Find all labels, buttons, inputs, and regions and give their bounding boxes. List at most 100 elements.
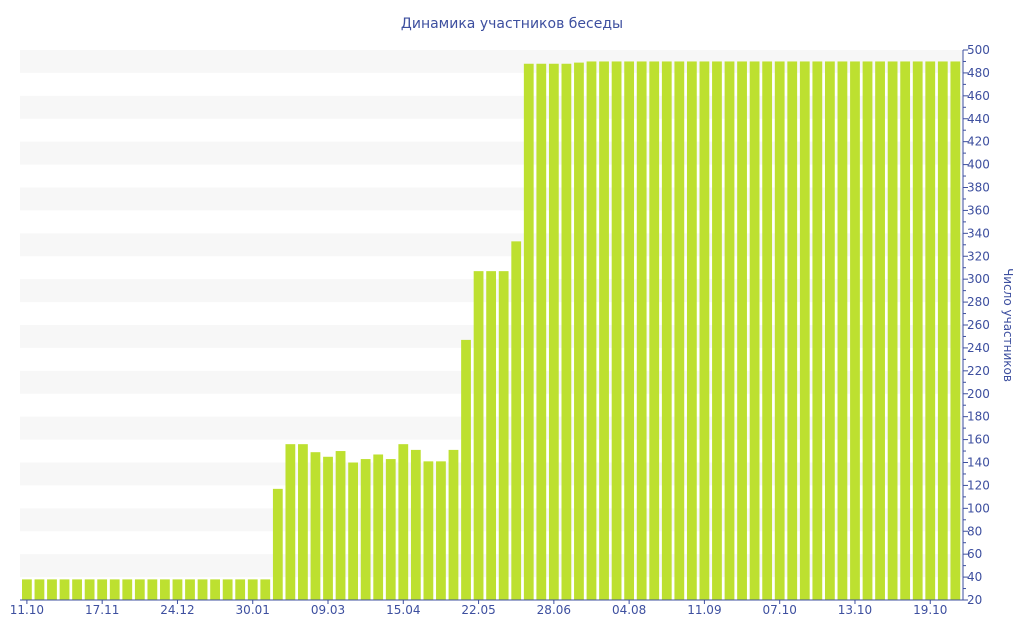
- y-tick-label: 500: [967, 43, 990, 57]
- bar: [298, 444, 308, 600]
- bar: [561, 63, 572, 600]
- y-tick-label: 100: [967, 501, 990, 515]
- bar: [724, 61, 735, 601]
- bar: [410, 449, 421, 600]
- y-tick-label: 220: [967, 364, 990, 378]
- x-tick-label: 19.10: [913, 603, 947, 617]
- y-tick-label: 60: [967, 547, 982, 561]
- bar: [235, 579, 246, 600]
- y-tick-label: 200: [967, 387, 990, 401]
- bar: [160, 579, 170, 600]
- bar: [536, 63, 547, 600]
- bar: [260, 579, 271, 600]
- y-tick-label: 340: [967, 226, 990, 240]
- bar: [686, 61, 697, 601]
- bar: [912, 61, 923, 601]
- bar: [574, 62, 584, 600]
- bar: [285, 444, 296, 600]
- bar: [900, 61, 911, 601]
- y-tick-label: 40: [967, 570, 982, 584]
- bar: [824, 61, 835, 601]
- y-tick-label: 460: [967, 89, 990, 103]
- bar: [373, 454, 384, 600]
- bar: [511, 241, 522, 600]
- y-tick-label: 140: [967, 456, 990, 470]
- bar: [712, 61, 722, 601]
- bar: [134, 579, 145, 600]
- bar: [97, 579, 108, 600]
- bar: [749, 61, 760, 601]
- bar: [837, 61, 848, 601]
- y-tick-label: 160: [967, 433, 990, 447]
- x-tick-label: 30.01: [236, 603, 270, 617]
- bar: [737, 61, 747, 601]
- x-tick-label: 22.05: [461, 603, 495, 617]
- bar: [222, 579, 233, 600]
- bar: [486, 271, 497, 600]
- bar: [548, 63, 559, 600]
- bar: [84, 579, 95, 600]
- y-tick-label: 300: [967, 272, 990, 286]
- x-tick-label: 15.04: [386, 603, 420, 617]
- bar: [473, 271, 484, 600]
- chart-title: Динамика участников беседы: [401, 16, 623, 32]
- bar: [862, 61, 873, 601]
- y-tick-label: 360: [967, 203, 990, 217]
- bar: [850, 61, 860, 601]
- y-tick-label: 120: [967, 478, 990, 492]
- x-tick-label: 11.10: [10, 603, 44, 617]
- bar: [950, 61, 961, 601]
- bar: [624, 61, 635, 601]
- bars: [22, 61, 961, 601]
- x-tick-label: 17.11: [85, 603, 119, 617]
- bar: [185, 579, 195, 600]
- bar: [611, 61, 622, 601]
- bar: [272, 488, 283, 600]
- y-tick-label: 420: [967, 135, 990, 149]
- bar: [937, 61, 948, 601]
- x-axis: 11.10 17.11 24.12 30.01 09.03 15.04 22.05 28.06…: [10, 599, 963, 617]
- bar: [586, 61, 597, 601]
- bar: [22, 579, 32, 600]
- bar: [423, 461, 434, 600]
- y-tick-label: 240: [967, 341, 990, 355]
- y-tick-label: 20: [967, 593, 982, 607]
- bar: [661, 61, 672, 601]
- bar: [147, 579, 158, 600]
- x-tick-label: 28.06: [537, 603, 571, 617]
- bar: [47, 579, 57, 600]
- bar: [335, 451, 346, 600]
- bar: [210, 579, 220, 600]
- bar: [310, 452, 321, 600]
- y-tick-label: 320: [967, 249, 990, 263]
- bar: [109, 579, 120, 600]
- bar: [72, 579, 82, 600]
- bar: [247, 579, 258, 600]
- x-tick-label: 11.09: [687, 603, 721, 617]
- bar: [197, 579, 208, 600]
- y-tick-label: 260: [967, 318, 990, 332]
- bar: [762, 61, 773, 601]
- bar: [323, 456, 333, 600]
- bar: [636, 61, 647, 601]
- y-tick-label: 380: [967, 181, 990, 195]
- bar: [649, 61, 660, 601]
- bar: [172, 579, 183, 600]
- y-tick-label: 80: [967, 524, 982, 538]
- y-tick-label: 440: [967, 112, 990, 126]
- bar: [498, 271, 509, 600]
- bar: [34, 579, 45, 600]
- bar: [787, 61, 798, 601]
- bar: [774, 61, 785, 601]
- bar: [448, 449, 459, 600]
- bar: [385, 459, 396, 600]
- bar: [348, 462, 358, 600]
- bar: [360, 459, 371, 600]
- y-tick-label: 480: [967, 66, 990, 80]
- bar: [699, 61, 710, 601]
- x-tick-label: 24.12: [160, 603, 194, 617]
- bar: [925, 61, 936, 601]
- x-tick-label: 04.08: [612, 603, 646, 617]
- bar: [122, 579, 133, 600]
